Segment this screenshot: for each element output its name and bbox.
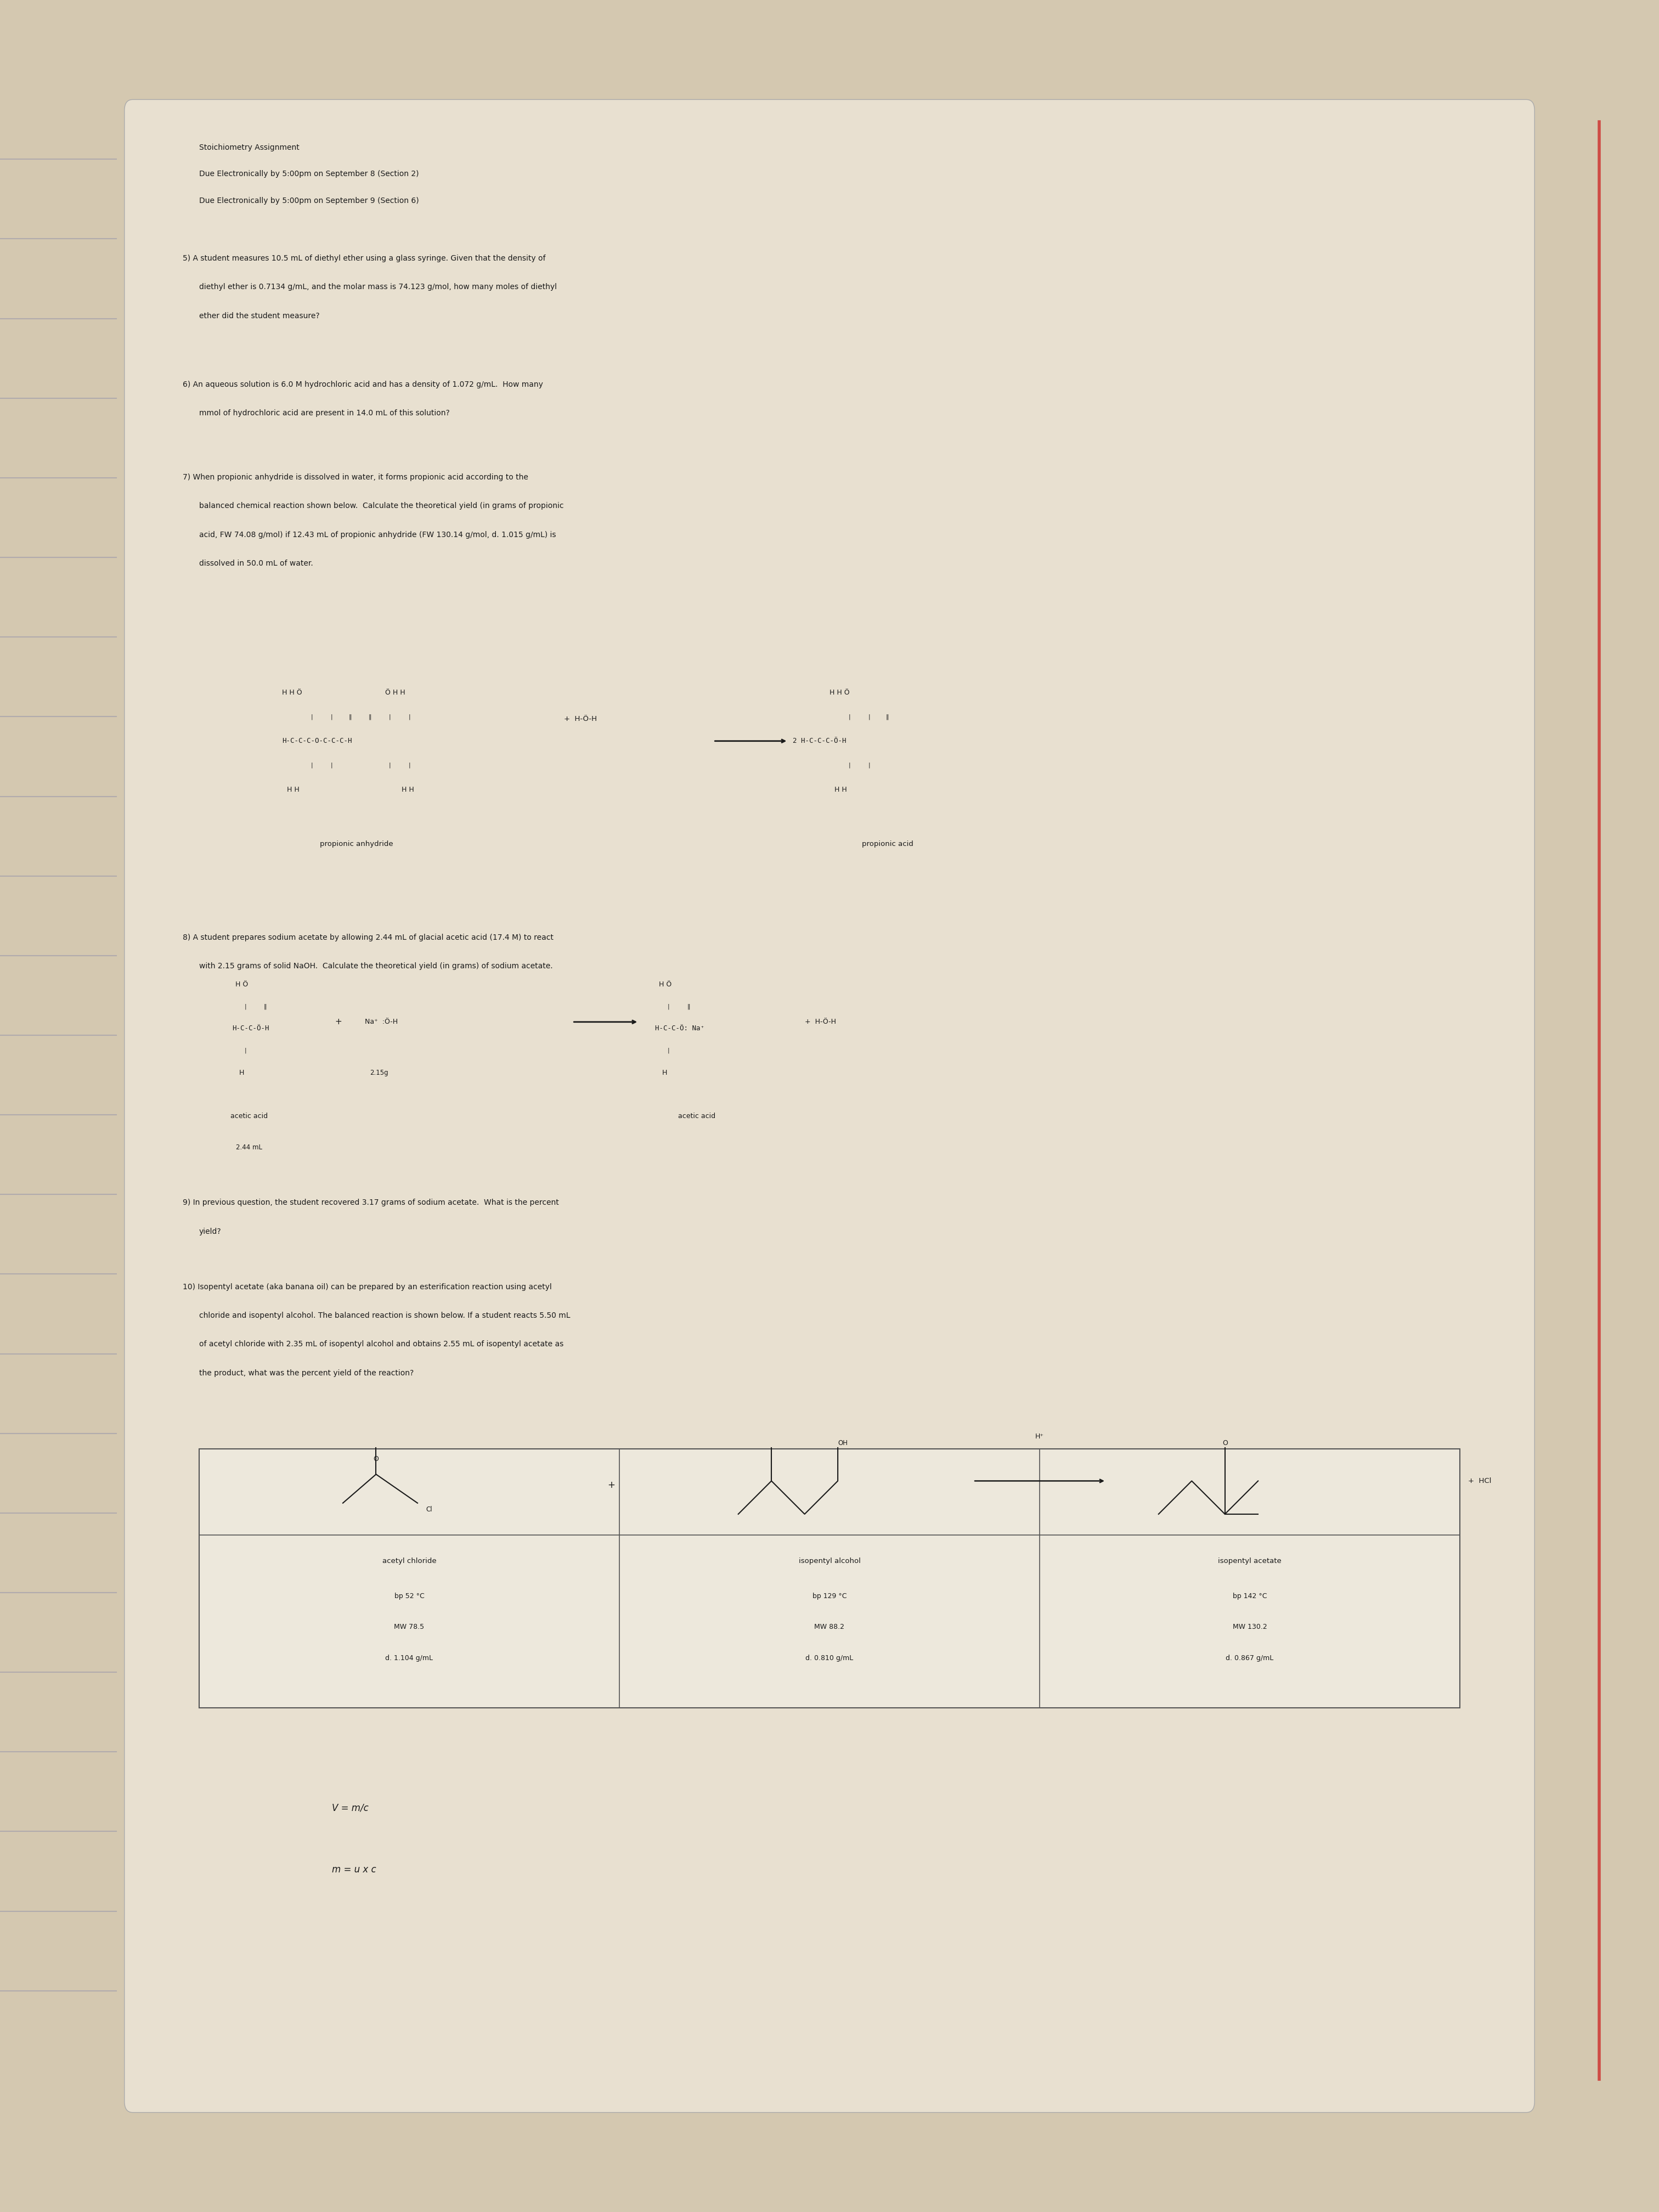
Text: ‖: ‖: [886, 714, 889, 719]
Text: MW 88.2: MW 88.2: [815, 1624, 844, 1630]
Text: 8) A student prepares sodium acetate by allowing 2.44 mL of glacial acetic acid : 8) A student prepares sodium acetate by …: [182, 933, 554, 940]
Text: propionic acid: propionic acid: [861, 841, 914, 847]
Text: H H: H H: [834, 785, 848, 794]
Text: mmol of hydrochloric acid are present in 14.0 mL of this solution?: mmol of hydrochloric acid are present in…: [199, 409, 450, 416]
Text: acetic acid: acetic acid: [231, 1113, 267, 1119]
Text: H H: H H: [287, 785, 300, 794]
Text: yield?: yield?: [199, 1228, 221, 1234]
Text: ‖: ‖: [264, 1004, 267, 1009]
Text: H H: H H: [401, 785, 415, 794]
Text: +: +: [607, 1480, 615, 1491]
Text: H-C-C-Ö-H: H-C-C-Ö-H: [232, 1024, 269, 1033]
Text: |: |: [330, 763, 333, 768]
Text: |: |: [388, 714, 392, 719]
Text: |: |: [868, 714, 871, 719]
Text: H H Ö: H H Ö: [282, 688, 302, 697]
Text: isopentyl acetate: isopentyl acetate: [1218, 1557, 1281, 1564]
Text: 2.44 mL: 2.44 mL: [236, 1144, 262, 1150]
FancyBboxPatch shape: [124, 100, 1535, 2112]
Text: MW 130.2: MW 130.2: [1233, 1624, 1267, 1630]
Text: OH: OH: [838, 1440, 848, 1447]
Text: bp 52 °C: bp 52 °C: [395, 1593, 425, 1599]
Text: acetic acid: acetic acid: [679, 1113, 715, 1119]
Text: d. 0.867 g/mL: d. 0.867 g/mL: [1226, 1655, 1274, 1661]
Text: H Ö: H Ö: [236, 980, 249, 989]
Text: H: H: [662, 1068, 667, 1077]
Text: the product, what was the percent yield of the reaction?: the product, what was the percent yield …: [199, 1369, 413, 1376]
Text: +  HCl: + HCl: [1468, 1478, 1491, 1484]
Text: diethyl ether is 0.7134 g/mL, and the molar mass is 74.123 g/mol, how many moles: diethyl ether is 0.7134 g/mL, and the mo…: [199, 283, 557, 290]
Text: d. 1.104 g/mL: d. 1.104 g/mL: [385, 1655, 433, 1661]
Text: 5) A student measures 10.5 mL of diethyl ether using a glass syringe. Given that: 5) A student measures 10.5 mL of diethyl…: [182, 254, 546, 261]
Text: ‖: ‖: [368, 714, 372, 719]
Text: +  H-Ö-H: + H-Ö-H: [805, 1018, 836, 1026]
Text: |: |: [310, 763, 314, 768]
Text: |: |: [848, 763, 851, 768]
Text: isopentyl alcohol: isopentyl alcohol: [798, 1557, 861, 1564]
Text: propionic anhydride: propionic anhydride: [320, 841, 393, 847]
Text: Due Electronically by 5:00pm on September 8 (Section 2): Due Electronically by 5:00pm on Septembe…: [199, 170, 418, 177]
Text: |: |: [310, 714, 314, 719]
Text: ‖: ‖: [687, 1004, 690, 1009]
Text: H Ö: H Ö: [659, 980, 672, 989]
Text: bp 129 °C: bp 129 °C: [813, 1593, 846, 1599]
Text: m = u x c: m = u x c: [332, 1865, 377, 1874]
Text: acetyl chloride: acetyl chloride: [382, 1557, 436, 1564]
Text: H-C-C-Ö: Na⁺: H-C-C-Ö: Na⁺: [655, 1024, 705, 1033]
Text: O: O: [1223, 1440, 1228, 1447]
Text: 9) In previous question, the student recovered 3.17 grams of sodium acetate.  Wh: 9) In previous question, the student rec…: [182, 1199, 559, 1206]
Text: balanced chemical reaction shown below.  Calculate the theoretical yield (in gra: balanced chemical reaction shown below. …: [199, 502, 564, 509]
Text: Stoichiometry Assignment: Stoichiometry Assignment: [199, 144, 299, 150]
Text: V = m/c: V = m/c: [332, 1803, 368, 1812]
Text: acid, FW 74.08 g/mol) if 12.43 mL of propionic anhydride (FW 130.14 g/mol, d. 1.: acid, FW 74.08 g/mol) if 12.43 mL of pro…: [199, 531, 556, 538]
Text: ‖: ‖: [348, 714, 352, 719]
Text: bp 142 °C: bp 142 °C: [1233, 1593, 1267, 1599]
Text: H-C-C-C-O-C-C-C-H: H-C-C-C-O-C-C-C-H: [282, 737, 352, 745]
Text: O: O: [373, 1455, 378, 1462]
Text: |: |: [244, 1004, 247, 1009]
Text: +  H-Ö-H: + H-Ö-H: [564, 714, 597, 723]
Text: H: H: [239, 1068, 244, 1077]
Text: |: |: [330, 714, 333, 719]
Text: of acetyl chloride with 2.35 mL of isopentyl alcohol and obtains 2.55 mL of isop: of acetyl chloride with 2.35 mL of isope…: [199, 1340, 564, 1347]
Text: H⁺: H⁺: [1035, 1433, 1044, 1440]
Text: Cl: Cl: [426, 1506, 433, 1513]
Text: chloride and isopentyl alcohol. The balanced reaction is shown below. If a stude: chloride and isopentyl alcohol. The bala…: [199, 1312, 571, 1318]
Text: |: |: [848, 714, 851, 719]
Text: 2 H-C-C-C-Ö-H: 2 H-C-C-C-Ö-H: [793, 737, 846, 745]
Text: |: |: [667, 1004, 670, 1009]
Text: Due Electronically by 5:00pm on September 9 (Section 6): Due Electronically by 5:00pm on Septembe…: [199, 197, 418, 204]
Text: |: |: [868, 763, 871, 768]
Text: with 2.15 grams of solid NaOH.  Calculate the theoretical yield (in grams) of so: with 2.15 grams of solid NaOH. Calculate…: [199, 962, 552, 969]
Text: 7) When propionic anhydride is dissolved in water, it forms propionic acid accor: 7) When propionic anhydride is dissolved…: [182, 473, 528, 480]
Text: 2.15g: 2.15g: [370, 1068, 388, 1077]
Text: 10) Isopentyl acetate (aka banana oil) can be prepared by an esterification reac: 10) Isopentyl acetate (aka banana oil) c…: [182, 1283, 551, 1290]
Text: MW 78.5: MW 78.5: [395, 1624, 425, 1630]
FancyBboxPatch shape: [199, 1449, 1460, 1708]
Text: |: |: [667, 1048, 670, 1053]
Text: 6) An aqueous solution is 6.0 M hydrochloric acid and has a density of 1.072 g/m: 6) An aqueous solution is 6.0 M hydrochl…: [182, 380, 542, 387]
Text: Ö H H: Ö H H: [385, 688, 405, 697]
Text: |: |: [244, 1048, 247, 1053]
Text: |: |: [388, 763, 392, 768]
Text: Na⁺  :Ö-H: Na⁺ :Ö-H: [365, 1018, 398, 1026]
Text: dissolved in 50.0 mL of water.: dissolved in 50.0 mL of water.: [199, 560, 314, 566]
Text: +: +: [335, 1018, 342, 1026]
Text: d. 0.810 g/mL: d. 0.810 g/mL: [806, 1655, 853, 1661]
Text: |: |: [408, 714, 411, 719]
Text: ether did the student measure?: ether did the student measure?: [199, 312, 320, 319]
Text: |: |: [408, 763, 411, 768]
Text: H H Ö: H H Ö: [830, 688, 849, 697]
